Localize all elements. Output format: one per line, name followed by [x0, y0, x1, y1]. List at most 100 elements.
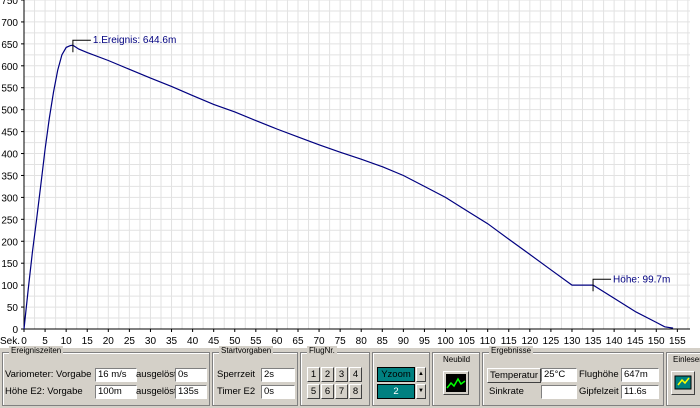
neubild-title: Neubild: [443, 355, 471, 364]
x-tick-label: 10: [61, 336, 73, 347]
einlesen-panel: Einleser: [666, 352, 700, 406]
y-tick-label: 650: [1, 40, 18, 51]
x-tick-label: 50: [229, 336, 241, 347]
flugnr-panel: FlugNr. 1 2 3 4 5 6 7 8: [300, 346, 370, 406]
variometer-value[interactable]: 16 m/s: [95, 368, 137, 382]
timer-e2-value[interactable]: 0s: [261, 385, 295, 399]
x-tick-label: 155: [669, 336, 686, 347]
x-tick-label: 35: [166, 336, 178, 347]
x-tick-label: 5: [42, 336, 48, 347]
y-tick-label: 0: [12, 325, 18, 336]
hoehe-e2-ausgeloest-label: ausgelöst: [136, 386, 177, 397]
y-tick-label: 500: [1, 106, 18, 117]
annotation-marker: [592, 278, 612, 292]
annotation-marker: [72, 39, 91, 53]
einlesen-button[interactable]: [671, 371, 695, 395]
x-tick-label: 80: [356, 336, 368, 347]
altitude-chart-svg: 0501001502002503003504004505005506006507…: [0, 0, 690, 347]
gipfelzeit-value: 11.6s: [621, 385, 659, 399]
startvorgaben-panel: Startvorgaben Sperrzeit 2s Timer E2 0s: [212, 346, 298, 406]
flug-1-button[interactable]: 1: [307, 367, 320, 382]
x-axis-label: Sek.: [0, 336, 20, 347]
ereigniszeiten-panel: Ereigniszeiten Variometer: Vorgabe 16 m/…: [2, 346, 210, 406]
x-tick-label: 45: [208, 336, 220, 347]
y-tick-label: 700: [1, 18, 18, 29]
x-tick-label: 75: [335, 336, 347, 347]
y-tick-label: 400: [1, 150, 18, 161]
hoehe-e2-label: Höhe E2: Vorgabe: [5, 386, 83, 397]
x-tick-label: 70: [314, 336, 326, 347]
x-tick-label: 125: [543, 336, 560, 347]
x-tick-label: 100: [437, 336, 454, 347]
y-tick-label: 250: [1, 215, 18, 226]
y-tick-label: 550: [1, 84, 18, 95]
x-tick-label: 115: [501, 336, 517, 347]
read-data-icon: [674, 375, 692, 390]
x-tick-label: 135: [585, 336, 602, 347]
altitude-chart: 0 50 100 150 200 250 300 350 400 450 500 550 600 650 7…: [0, 0, 700, 348]
neubild-panel: Neubild: [432, 352, 480, 406]
x-tick-label: 20: [103, 336, 115, 347]
y-tick-label: 750: [1, 0, 18, 7]
x-tick-label: 110: [480, 336, 496, 347]
x-tick-label: 130: [564, 336, 581, 347]
ergebnisse-title: Ergebnisse: [489, 346, 534, 355]
sperrzeit-label: Sperrzeit: [217, 369, 256, 380]
yzoom-value[interactable]: 2: [377, 384, 415, 399]
flug-6-button[interactable]: 6: [321, 384, 334, 399]
sperrzeit-value[interactable]: 2s: [261, 368, 295, 382]
x-tick-label: 140: [606, 336, 623, 347]
x-tick-label: 120: [521, 336, 538, 347]
flug-7-button[interactable]: 7: [335, 384, 348, 399]
y-tick-label: 50: [7, 303, 19, 314]
sinkrate-value: [541, 385, 577, 399]
temperatur-button[interactable]: Temperatur: [487, 368, 541, 383]
variometer-ausgeloest-value: 0s: [175, 368, 207, 382]
y-tick-label: 300: [1, 193, 18, 204]
x-tick-label: 25: [124, 336, 136, 347]
flughoehe-value: 647m: [621, 368, 659, 382]
ergebnisse-panel: Ergebnisse Temperatur 25°C Sinkrate Flug…: [482, 346, 664, 406]
flugnr-title: FlugNr.: [307, 346, 337, 355]
yzoom-panel: Yzoom 2 ▲ ▼: [372, 352, 430, 406]
x-tick-label: 150: [648, 336, 665, 347]
annotation-label: 1.Ereignis: 644.6m: [93, 35, 176, 46]
flughoehe-label: Flughöhe: [579, 369, 619, 380]
flug-3-button[interactable]: 3: [335, 367, 348, 382]
x-tick-label: 55: [250, 336, 262, 347]
x-tick-label: 90: [398, 336, 410, 347]
yzoom-up-button[interactable]: ▲: [416, 367, 426, 382]
hoehe-e2-value[interactable]: 100m: [95, 385, 137, 399]
gipfelzeit-label: Gipfelzeit: [579, 386, 619, 397]
chart-refresh-icon: [446, 374, 466, 392]
x-tick-label: 15: [82, 336, 94, 347]
x-tick-label: 145: [627, 336, 644, 347]
neubild-button[interactable]: [443, 371, 469, 395]
annotation-label: Höhe: 99.7m: [613, 274, 670, 285]
yzoom-down-button[interactable]: ▼: [416, 384, 426, 399]
flug-5-button[interactable]: 5: [307, 384, 320, 399]
x-tick-label: 95: [419, 336, 431, 347]
x-tick-label: 105: [458, 336, 475, 347]
variometer-ausgeloest-label: ausgelöst: [136, 369, 177, 380]
x-tick-label: 30: [145, 336, 157, 347]
flug-2-button[interactable]: 2: [321, 367, 334, 382]
flug-8-button[interactable]: 8: [349, 384, 362, 399]
ereigniszeiten-title: Ereigniszeiten: [9, 346, 64, 355]
y-tick-label: 600: [1, 62, 18, 73]
y-tick-label: 100: [1, 281, 18, 292]
timer-e2-label: Timer E2: [217, 386, 256, 397]
temperatur-value[interactable]: 25°C: [541, 368, 577, 382]
x-tick-label: 60: [271, 336, 283, 347]
y-tick-label: 150: [1, 259, 18, 270]
startvorgaben-title: Startvorgaben: [219, 346, 274, 355]
yzoom-label: Yzoom: [377, 367, 415, 382]
variometer-label: Variometer: Vorgabe: [5, 369, 92, 380]
x-tick-label: 85: [377, 336, 389, 347]
hoehe-e2-ausgeloest-value: 135s: [175, 385, 207, 399]
x-tick-label: 65: [292, 336, 304, 347]
x-tick-label: 0: [21, 336, 27, 347]
flug-4-button[interactable]: 4: [349, 367, 362, 382]
y-tick-label: 450: [1, 128, 18, 139]
sinkrate-label: Sinkrate: [489, 386, 524, 397]
